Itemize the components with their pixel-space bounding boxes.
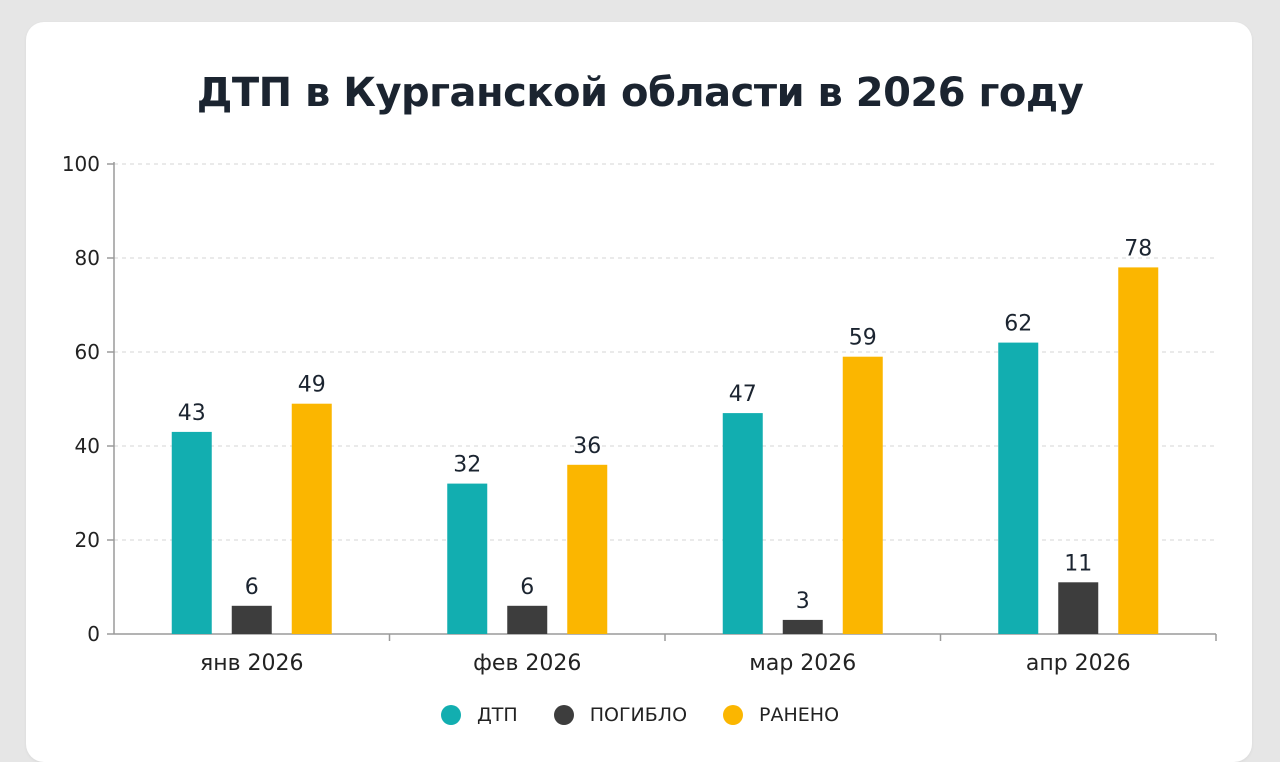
bar-killed bbox=[507, 605, 548, 634]
y-tick-label: 20 bbox=[75, 528, 100, 552]
bar-chart: 0 20 40 60 80 100 43 6 49 янв 2026 32 6 36 фев 2026 47… bbox=[62, 152, 1217, 676]
legend-label: ДТП bbox=[476, 704, 518, 726]
bar-value-label: 49 bbox=[298, 373, 326, 398]
bar-injured bbox=[1118, 267, 1159, 634]
bar-killed bbox=[782, 619, 823, 634]
bar-dtp bbox=[171, 431, 212, 634]
bar-dtp bbox=[447, 483, 488, 634]
x-category-label: янв 2026 bbox=[200, 651, 304, 676]
bar-injured bbox=[291, 403, 332, 634]
chart-card bbox=[26, 22, 1252, 762]
legend-swatch bbox=[723, 705, 744, 725]
x-category-label: мар 2026 bbox=[749, 651, 856, 676]
legend-label: ПОГИБЛО bbox=[589, 704, 688, 726]
bar-value-label: 32 bbox=[453, 453, 481, 478]
y-tick-label: 100 bbox=[62, 152, 100, 176]
bar-injured bbox=[842, 356, 883, 634]
x-category-label: фев 2026 bbox=[473, 651, 581, 676]
bar-value-label: 43 bbox=[178, 401, 206, 426]
bar-value-label: 36 bbox=[573, 434, 601, 459]
x-category-label: апр 2026 bbox=[1026, 651, 1131, 676]
bar-killed bbox=[1058, 582, 1099, 634]
bar-dtp bbox=[722, 413, 763, 634]
bar-value-label: 6 bbox=[520, 575, 534, 600]
bar-killed bbox=[231, 605, 272, 634]
y-tick-label: 60 bbox=[75, 340, 100, 364]
legend-item: ПОГИБЛО bbox=[553, 704, 688, 726]
bar-value-label: 3 bbox=[796, 589, 810, 614]
bar-injured bbox=[567, 464, 608, 634]
bar-value-label: 6 bbox=[245, 575, 259, 600]
chart-title: ДТП в Курганской области в 2026 году bbox=[196, 70, 1084, 116]
legend-swatch bbox=[440, 705, 461, 725]
legend-item: ДТП bbox=[440, 704, 518, 726]
legend-label: РАНЕНО bbox=[759, 704, 840, 726]
bar-value-label: 78 bbox=[1124, 236, 1152, 261]
y-tick-label: 80 bbox=[75, 246, 100, 270]
bar-value-label: 62 bbox=[1004, 312, 1032, 337]
legend-item: РАНЕНО bbox=[723, 704, 839, 726]
chart-legend: ДТП ПОГИБЛО РАНЕНО bbox=[0, 704, 1280, 726]
bar-value-label: 11 bbox=[1064, 551, 1092, 576]
bar-value-label: 59 bbox=[849, 326, 877, 351]
legend-swatch bbox=[553, 705, 574, 725]
y-tick-label: 40 bbox=[75, 434, 100, 458]
bar-value-label: 47 bbox=[729, 382, 757, 407]
bar-dtp bbox=[998, 342, 1039, 634]
y-tick-label: 0 bbox=[87, 622, 100, 646]
